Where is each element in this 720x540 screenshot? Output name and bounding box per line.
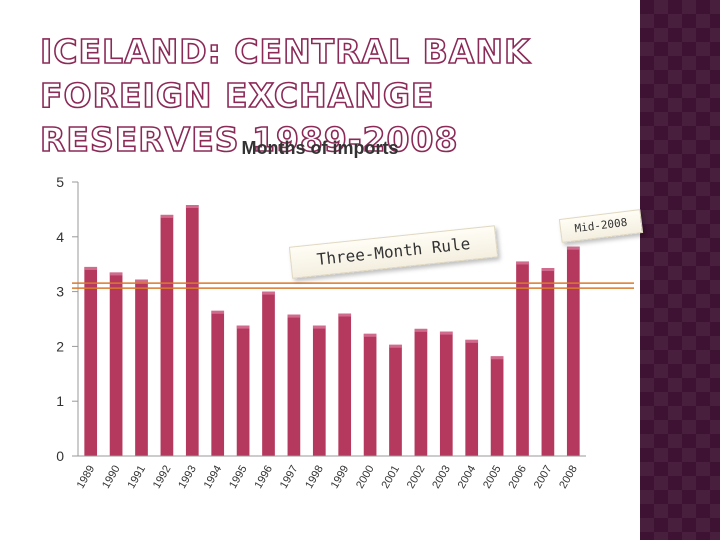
bar-highlight [541, 268, 555, 272]
x-tick-label: 1994 [202, 464, 225, 491]
y-tick-label: 5 [56, 174, 64, 190]
bar-highlight [236, 325, 250, 329]
x-tick-label: 1999 [329, 464, 352, 491]
bar-highlight [516, 261, 529, 265]
bar-highlight [439, 331, 453, 335]
x-tick-label: 1989 [75, 464, 98, 491]
bar-highlight [389, 344, 402, 348]
bar-highlight [185, 205, 199, 209]
bar-highlight [211, 310, 225, 314]
bar-2000 [363, 333, 377, 456]
bar-2008 [566, 246, 580, 456]
y-tick-label: 3 [56, 284, 64, 300]
bar-1989 [84, 266, 98, 456]
bar-1991 [135, 279, 148, 456]
bar-2003 [439, 331, 453, 456]
y-tick-label: 2 [56, 338, 64, 354]
bar-highlight [312, 325, 326, 329]
bar-1995 [236, 325, 250, 456]
x-tick-label: 1991 [125, 464, 148, 491]
bars-group [84, 205, 580, 456]
bar-2006 [516, 261, 529, 456]
y-axis: 0 1 2 3 4 5 [56, 174, 79, 464]
x-tick-label: 1997 [278, 464, 301, 491]
three-month-rule-line [72, 282, 634, 289]
bar-highlight [160, 214, 174, 218]
x-tick-label: 2003 [430, 464, 453, 491]
x-tick-label: 2008 [557, 464, 580, 491]
bar-1997 [287, 314, 301, 456]
x-tick-label: 2007 [532, 464, 555, 491]
bar-2007 [541, 268, 555, 456]
bar-highlight [109, 272, 123, 276]
x-tick-label: 1990 [100, 464, 123, 491]
bar-highlight [465, 339, 479, 343]
bar-1990 [109, 272, 123, 456]
bar-highlight [287, 314, 301, 318]
bar-2005 [490, 356, 504, 456]
bar-2004 [465, 339, 479, 456]
bar-2002 [414, 328, 428, 456]
bar-1992 [160, 214, 174, 456]
x-tick-label: 1996 [252, 464, 275, 491]
bar-1994 [211, 310, 225, 456]
x-tick-label: 1992 [151, 464, 174, 491]
x-tick-label: 2004 [456, 464, 479, 491]
x-tick-label: 1998 [303, 464, 326, 491]
bar-2001 [389, 344, 402, 456]
x-tick-label: 2006 [506, 464, 529, 491]
bar-highlight [566, 246, 580, 250]
bar-1996 [262, 291, 275, 456]
decorative-side-band [640, 0, 720, 540]
bar-highlight [490, 356, 504, 360]
x-tick-label: 1993 [176, 464, 199, 491]
x-tick-label: 2002 [405, 464, 428, 491]
slide-title: ICELAND: CENTRAL BANK FOREIGN EXCHANGE R… [39, 31, 531, 160]
x-tick-label: 1995 [227, 464, 250, 491]
bar-1999 [338, 313, 352, 456]
chart-title: Months of imports [242, 138, 399, 158]
x-tick-label: 2001 [379, 464, 402, 491]
y-tick-label: 0 [56, 448, 64, 464]
bar-highlight [135, 279, 148, 283]
bar-highlight [84, 266, 98, 270]
x-axis: 1989 1990 1991 1992 1993 1994 1995 1996 1997 1998… [75, 455, 586, 491]
bar-highlight [262, 291, 275, 295]
bar-highlight [363, 333, 377, 337]
y-tick-label: 1 [56, 393, 64, 409]
bar-1998 [312, 325, 326, 456]
bar-highlight [414, 328, 428, 332]
bar-1993 [185, 205, 199, 456]
x-tick-label: 2005 [481, 464, 504, 491]
y-tick-label: 4 [56, 229, 64, 245]
x-tick-label: 2000 [354, 464, 377, 491]
bar-highlight [338, 313, 352, 317]
